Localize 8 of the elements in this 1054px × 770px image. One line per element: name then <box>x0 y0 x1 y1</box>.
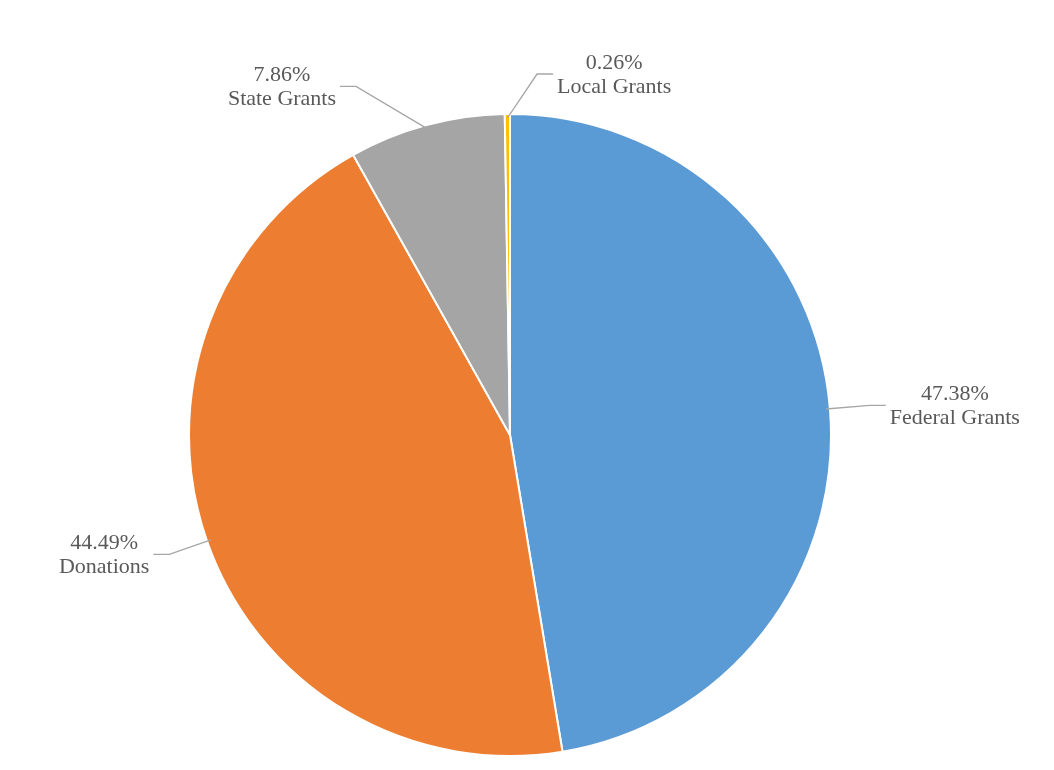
data-label: 0.26% <box>585 48 643 74</box>
slice-label: State Grants <box>227 85 337 111</box>
data-label: 44.49% <box>70 529 139 555</box>
slice-label: Federal Grants <box>889 404 1020 430</box>
slice-label: Local Grants <box>557 72 672 98</box>
data-label: 7.86% <box>253 61 311 87</box>
slice-label: Donations <box>58 553 150 579</box>
data-label: 47.38% <box>920 380 989 406</box>
